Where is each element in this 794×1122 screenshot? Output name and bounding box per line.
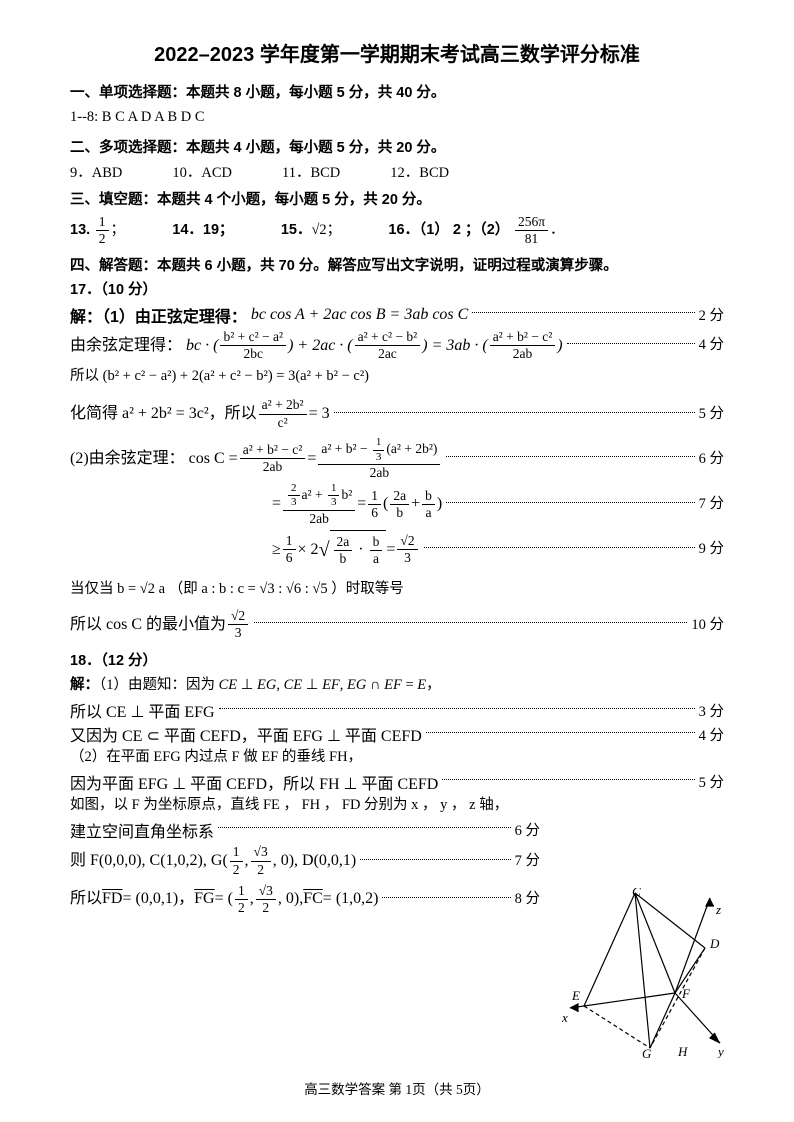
q15-label: 15． (281, 222, 312, 238)
q18-number: 18．（12 分） (70, 650, 724, 674)
q13-frac: 12 (96, 215, 109, 246)
q18-line3: 又因为 CE ⊂ 平面 CEFD，平面 EFG ⊥ 平面 CEFD4 分 (70, 722, 724, 746)
svg-text:C: C (632, 888, 641, 899)
q11: 11．BCD (282, 161, 340, 182)
q17-line6: = 23a² + 13b² 2ab = 16 (2ab + ba) 7 分 (70, 483, 724, 526)
q17-line4: 化简得 a² + 2b² = 3c²，所以 a² + 2b²c² = 3 5 分 (70, 395, 724, 433)
q18-line2: 所以 CE ⊥ 平面 EFG3 分 (70, 698, 724, 722)
q18-line6: 如图，以 F 为坐标原点，直线 FE ， FH ， FD 分别为 x ， y ，… (70, 794, 550, 818)
q17-line5: (2)由余弦定理： cos C = a² + b² − c²2ab = a² +… (70, 437, 724, 480)
q16-frac: 256π81 (515, 215, 548, 246)
section-1-answers: 1--8: B C A D A B D C (70, 106, 724, 130)
q17-line9: 所以 cos C 的最小值为 √23 10 分 (70, 606, 724, 644)
q17-line1: 解：（1）由正弦定理得： bc cos A + 2ac cos B = 3ab … (70, 303, 724, 327)
q13-label: 13. (70, 222, 90, 238)
q16-a: 16．（1） 2 ；（2） (388, 222, 509, 238)
q12: 12．BCD (390, 161, 449, 182)
svg-text:E: E (571, 988, 580, 1003)
q9: 9．ABD (70, 161, 122, 182)
svg-text:F: F (681, 986, 691, 1001)
q10: 10．ACD (172, 161, 232, 182)
q18-line4: （2）在平面 EFG 内过点 F 做 EF 的垂线 FH， (70, 746, 724, 770)
q18-line7: 建立空间直角坐标系6 分 (70, 818, 540, 842)
q18-line8: 则 F(0,0,0), C(1,0,2), G(12, √32, 0), D(0… (70, 842, 540, 880)
svg-text:z: z (715, 902, 721, 917)
q17-number: 17．（10 分） (70, 279, 724, 303)
q17-line2: 由余弦定理得： bc · (b² + c² − a²2bc) + 2ac · (… (70, 327, 724, 365)
svg-text:G: G (642, 1046, 652, 1058)
svg-text:x: x (561, 1010, 568, 1025)
svg-text:H: H (677, 1044, 688, 1058)
section-3-header: 三、填空题：本题共 4 个小题，每小题 5 分，共 20 分。 (70, 188, 724, 209)
q18-line9: 所以 FD = (0,0,1)， FG = (12, √32, 0), FC =… (70, 880, 540, 918)
q17-line7: ≥ 16 × 2 √2ab · ba = √23 9 分 (70, 526, 724, 574)
q17-line8: 当仅当 b = √2 a （即 a : b : c = √3 : √6 : √5… (70, 578, 724, 602)
q15-value: √2 (311, 222, 326, 238)
svg-text:D: D (709, 936, 720, 951)
q17-line3: 所以 (b² + c² − a²) + 2(a² + c² − b²) = 3(… (70, 365, 724, 389)
q14: 14．19； (172, 222, 233, 238)
section-2-answers: 9．ABD 10．ACD 11．BCD 12．BCD (70, 161, 724, 182)
section-3-answers: 13. 12； 14．19； 15．√2； 16．（1） 2 ；（2） 256π… (70, 213, 724, 248)
svg-text:y: y (716, 1044, 724, 1058)
section-4-header: 四、解答题：本题共 6 小题，共 70 分。解答应写出文字说明，证明过程或演算步… (70, 254, 724, 275)
page-title: 2022–2023 学年度第一学期期末考试高三数学评分标准 (70, 38, 724, 67)
section-2-header: 二、多项选择题：本题共 4 小题，每小题 5 分，共 20 分。 (70, 136, 724, 157)
section-1-header: 一、单项选择题：本题共 8 小题，每小题 5 分，共 40 分。 (70, 81, 724, 102)
page-footer: 高三数学答案 第 1页（共 5页） (0, 1078, 794, 1098)
figure-3d: C D E F G H x y z (560, 888, 730, 1058)
q18-line5: 因为平面 EFG ⊥ 平面 CEFD，所以 FH ⊥ 平面 CEFD5 分 (70, 770, 724, 794)
q18-line1: 解：解：（1）由题知：因为 CE ⊥ EG, CE ⊥ EF, EG ∩ EF … (70, 674, 724, 698)
